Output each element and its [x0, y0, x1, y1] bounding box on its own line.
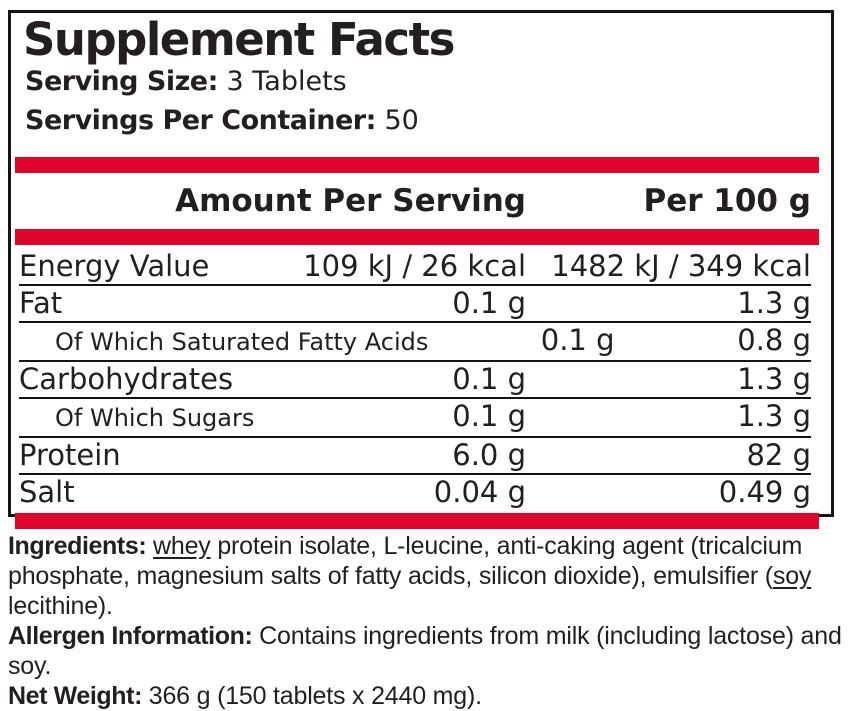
nutrient-per100: 82 g	[746, 437, 811, 472]
red-divider-bar-bottom	[15, 512, 819, 529]
ingredients-allergen-whey: whey	[153, 532, 211, 560]
nutrient-amount: 6.0 g	[452, 437, 526, 472]
nutrient-label: Energy Value	[19, 248, 210, 283]
servings-per-container-line: Servings Per Container: 50	[25, 105, 831, 136]
nutrient-table: Energy Value 109 kJ / 26 kcal 1482 kJ / …	[19, 249, 811, 510]
red-divider-bar-middle	[15, 228, 819, 245]
ingredients-text-end: lecithine).	[8, 592, 113, 620]
nutrient-per100: 1482 kJ / 349 kcal	[551, 248, 811, 283]
ingredients-text-middle: protein isolate, L-leucine, anti-caking …	[8, 532, 803, 590]
net-weight-label: Net Weight:	[8, 682, 143, 710]
nutrient-amount: 0.1 g	[452, 398, 526, 433]
nutrient-label: Protein	[19, 437, 121, 472]
label-footer-text: Ingredients: whey protein isolate, L-leu…	[8, 531, 842, 711]
allergen-label: Allergen Information:	[8, 622, 253, 650]
ingredients-allergen-soy: soy	[772, 562, 812, 590]
nutrient-per100: 1.3 g	[737, 398, 811, 433]
nutrient-label: Of Which Sugars	[55, 403, 255, 432]
net-weight-text: 366 g (150 tablets x 2440 mg).	[142, 682, 482, 710]
supplement-facts-panel: Supplement Facts Serving Size: 3 Tablets…	[8, 10, 834, 529]
table-header-row: Amount Per Serving Per 100 g	[19, 173, 811, 229]
nutrient-amount: 0.1 g	[452, 285, 526, 320]
allergen-paragraph: Allergen Information: Contains ingredien…	[8, 621, 842, 681]
ingredients-label: Ingredients:	[8, 532, 147, 560]
servings-per-container-label: Servings Per Container:	[25, 104, 376, 136]
nutrient-per100: 0.49 g	[718, 474, 811, 509]
amount-per-serving-header: Amount Per Serving	[175, 182, 526, 219]
net-weight-paragraph: Net Weight: 366 g (150 tablets x 2440 mg…	[8, 681, 842, 711]
nutrient-per100: 0.8 g	[737, 322, 811, 357]
serving-size-value: 3 Tablets	[217, 65, 347, 97]
serving-size-line: Serving Size: 3 Tablets	[25, 66, 831, 97]
table-row-fat: Fat 0.1 g 1.3 g	[19, 286, 811, 323]
allergen-text: Contains ingredients from milk (includin…	[8, 622, 842, 680]
table-row-salt: Salt 0.04 g 0.49 g	[19, 475, 811, 510]
table-row-protein: Protein 6.0 g 82 g	[19, 438, 811, 475]
nutrient-amount: 109 kJ / 26 kcal	[303, 248, 526, 283]
nutrient-per100: 1.3 g	[737, 285, 811, 320]
table-row-sugars: Of Which Sugars 0.1 g 1.3 g	[19, 399, 811, 438]
nutrient-per100: 1.3 g	[737, 361, 811, 396]
nutrient-label: Fat	[19, 285, 63, 320]
servings-per-container-value: 50	[375, 104, 419, 136]
nutrient-label: Salt	[19, 474, 75, 509]
serving-size-label: Serving Size:	[25, 65, 218, 97]
nutrient-label: Of Which Saturated Fatty Acids	[55, 327, 429, 356]
panel-title: Supplement Facts	[23, 13, 455, 66]
ingredients-paragraph: Ingredients: whey protein isolate, L-leu…	[8, 531, 842, 621]
per-100g-header: Per 100 g	[643, 182, 811, 219]
nutrient-amount: 0.1 g	[540, 322, 615, 357]
table-row-energy: Energy Value 109 kJ / 26 kcal 1482 kJ / …	[19, 249, 811, 286]
nutrient-amount: 0.1 g	[452, 361, 526, 396]
table-row-saturated-fat: Of Which Saturated Fatty Acids 0.1 g 0.8…	[19, 323, 811, 362]
nutrient-amount: 0.04 g	[433, 474, 526, 509]
red-divider-bar-top	[15, 156, 819, 173]
table-row-carbohydrates: Carbohydrates 0.1 g 1.3 g	[19, 362, 811, 399]
nutrient-label: Carbohydrates	[19, 361, 234, 396]
